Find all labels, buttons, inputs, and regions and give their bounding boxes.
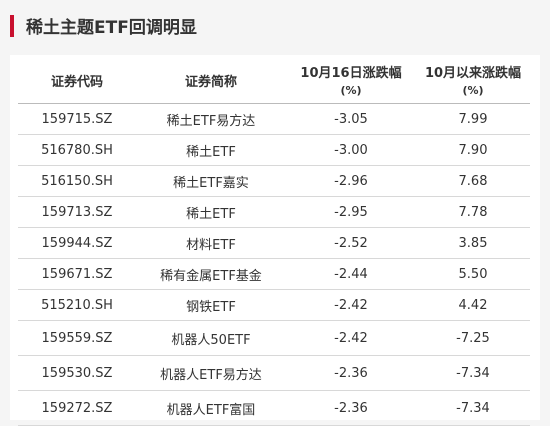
table-row: 516150.SH 稀土ETF嘉实 -2.96 7.68 <box>18 165 530 197</box>
cell-day-change: -3.05 <box>286 103 416 135</box>
cell-month-change: 5.50 <box>416 258 530 290</box>
cell-name: 机器人ETF易方达 <box>136 355 286 391</box>
cell-day-change: -2.95 <box>286 196 416 228</box>
cell-day-change: -2.36 <box>286 390 416 426</box>
etf-table: 证券代码 证券简称 10月16日涨跌幅 (%) 10月以来涨跌幅 (%) 15971… <box>18 61 530 426</box>
cell-name: 稀有金属ETF基金 <box>136 258 286 290</box>
page-title: 稀土主题ETF回调明显 <box>26 18 197 38</box>
cell-month-change: 4.42 <box>416 289 530 321</box>
header-code: 证券代码 <box>18 61 136 104</box>
cell-day-change: -3.00 <box>286 134 416 166</box>
cell-name: 稀土ETF嘉实 <box>136 165 286 197</box>
cell-name: 稀土ETF <box>136 134 286 166</box>
cell-name: 钢铁ETF <box>136 289 286 321</box>
table-row: 159272.SZ 机器人ETF富国 -2.36 -7.34 <box>18 390 530 426</box>
cell-month-change: 7.78 <box>416 196 530 228</box>
cell-month-change: -7.34 <box>416 355 530 391</box>
cell-month-change: -7.25 <box>416 320 530 356</box>
table-row: 159944.SZ 材料ETF -2.52 3.85 <box>18 227 530 259</box>
cell-code: 516150.SH <box>18 165 136 197</box>
header-day-change: 10月16日涨跌幅 (%) <box>286 61 416 104</box>
table-row: 159559.SZ 机器人50ETF -2.42 -7.25 <box>18 320 530 356</box>
cell-day-change: -2.52 <box>286 227 416 259</box>
cell-code: 159715.SZ <box>18 103 136 135</box>
title-bar: 稀土主题ETF回调明显 <box>0 0 550 50</box>
table-row: 159715.SZ 稀土ETF易方达 -3.05 7.99 <box>18 103 530 135</box>
header-name: 证券简称 <box>136 61 286 104</box>
cell-code: 159944.SZ <box>18 227 136 259</box>
cell-day-change: -2.42 <box>286 320 416 356</box>
cell-month-change: 7.68 <box>416 165 530 197</box>
cell-month-change: -7.34 <box>416 390 530 426</box>
table-header-row: 证券代码 证券简称 10月16日涨跌幅 (%) 10月以来涨跌幅 (%) <box>18 61 530 104</box>
cell-code: 159559.SZ <box>18 320 136 356</box>
cell-day-change: -2.96 <box>286 165 416 197</box>
cell-code: 515210.SH <box>18 289 136 321</box>
cell-day-change: -2.42 <box>286 289 416 321</box>
cell-day-change: -2.44 <box>286 258 416 290</box>
cell-name: 机器人ETF富国 <box>136 390 286 426</box>
cell-name: 机器人50ETF <box>136 320 286 356</box>
cell-code: 159272.SZ <box>18 390 136 426</box>
cell-day-change: -2.36 <box>286 355 416 391</box>
table-row: 159530.SZ 机器人ETF易方达 -2.36 -7.34 <box>18 355 530 391</box>
cell-name: 稀土ETF <box>136 196 286 228</box>
cell-name: 稀土ETF易方达 <box>136 103 286 135</box>
table-row: 516780.SH 稀土ETF -3.00 7.90 <box>18 134 530 166</box>
table-row: 159671.SZ 稀有金属ETF基金 -2.44 5.50 <box>18 258 530 290</box>
cell-code: 159530.SZ <box>18 355 136 391</box>
header-month-change: 10月以来涨跌幅 (%) <box>416 61 530 104</box>
table-row: 515210.SH 钢铁ETF -2.42 4.42 <box>18 289 530 321</box>
cell-month-change: 7.90 <box>416 134 530 166</box>
cell-month-change: 3.85 <box>416 227 530 259</box>
title-accent-bar <box>10 15 14 37</box>
table-row: 159713.SZ 稀土ETF -2.95 7.78 <box>18 196 530 228</box>
cell-month-change: 7.99 <box>416 103 530 135</box>
table-card: 证券代码 证券简称 10月16日涨跌幅 (%) 10月以来涨跌幅 (%) 15971… <box>10 55 540 426</box>
cell-code: 159671.SZ <box>18 258 136 290</box>
cell-code: 159713.SZ <box>18 196 136 228</box>
cell-code: 516780.SH <box>18 134 136 166</box>
cell-name: 材料ETF <box>136 227 286 259</box>
